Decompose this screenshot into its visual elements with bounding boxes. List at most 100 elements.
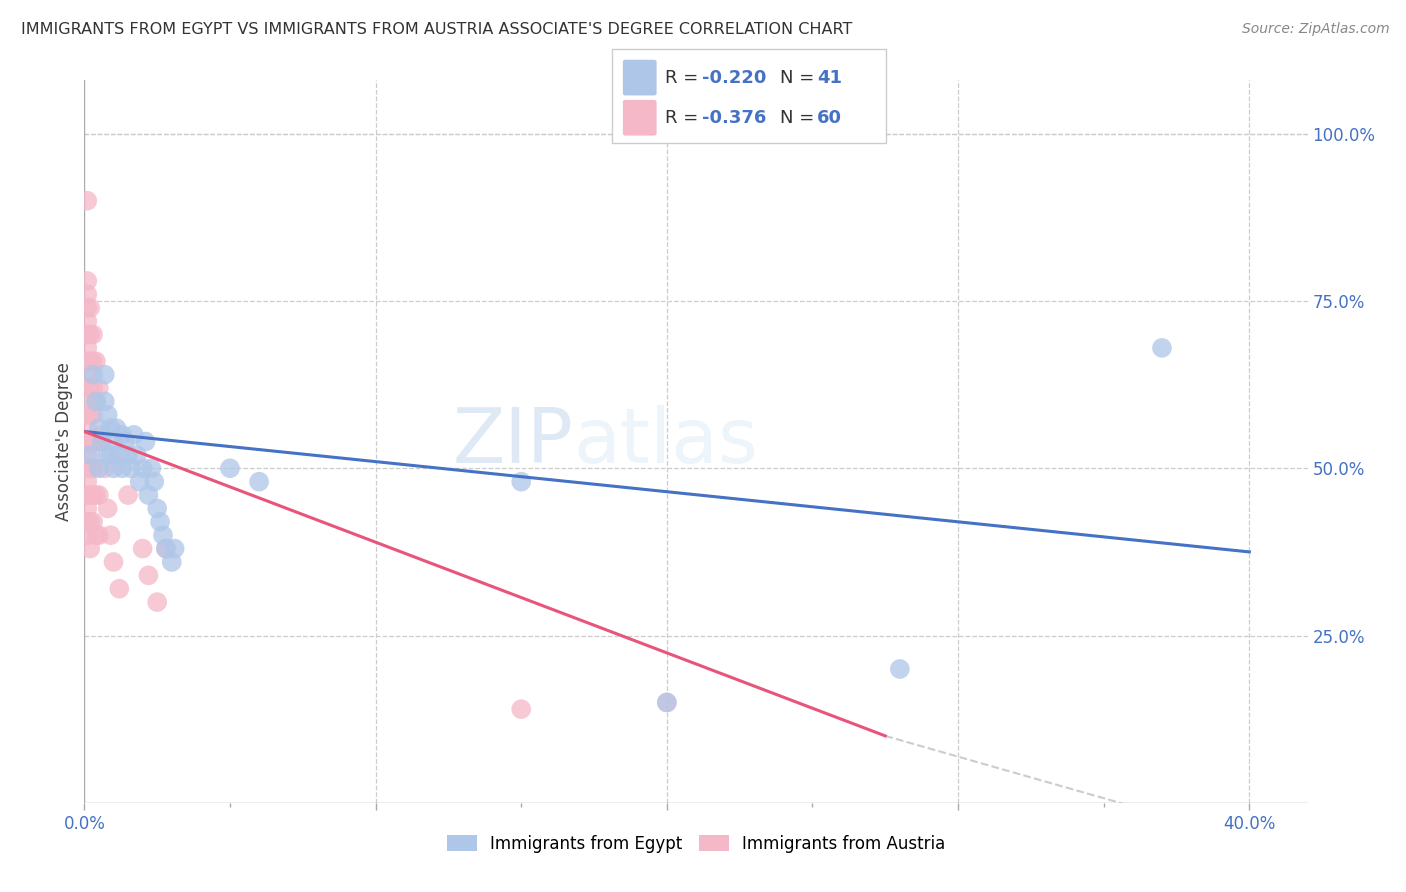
Point [82, 408, 104, 422]
Point [79, 448, 101, 462]
Point [76, 434, 98, 449]
Point [76, 368, 98, 382]
Point [128, 475, 150, 489]
Point [79, 434, 101, 449]
Point [108, 582, 131, 596]
Point [84, 354, 107, 368]
Point [135, 434, 157, 449]
Point [97, 501, 120, 516]
Point [87, 421, 110, 435]
Point [82, 515, 104, 529]
Point [138, 568, 160, 582]
Point [149, 515, 172, 529]
Point [84, 394, 107, 409]
Point [84, 528, 107, 542]
Point [155, 541, 177, 556]
Text: IMMIGRANTS FROM EGYPT VS IMMIGRANTS FROM AUSTRIA ASSOCIATE'S DEGREE CORRELATION : IMMIGRANTS FROM EGYPT VS IMMIGRANTS FROM… [21, 22, 852, 37]
Point [79, 327, 101, 342]
Point [1150, 341, 1173, 355]
Point [122, 427, 145, 442]
Point [247, 475, 270, 489]
Point [79, 408, 101, 422]
Point [103, 434, 125, 449]
Point [141, 461, 163, 475]
Point [655, 696, 678, 710]
Text: Source: ZipAtlas.com: Source: ZipAtlas.com [1241, 22, 1389, 37]
Point [82, 354, 104, 368]
Point [100, 528, 122, 542]
Point [76, 475, 98, 489]
Point [76, 528, 98, 542]
Point [114, 434, 136, 449]
Point [79, 461, 101, 475]
Point [93, 461, 115, 475]
Point [76, 314, 98, 328]
Point [82, 488, 104, 502]
Text: -0.376: -0.376 [702, 109, 766, 127]
Point [219, 461, 242, 475]
Point [79, 541, 101, 556]
Point [82, 381, 104, 395]
Point [76, 341, 98, 355]
Text: -0.220: -0.220 [702, 69, 766, 87]
Point [160, 555, 183, 569]
Point [90, 434, 112, 449]
Text: ZIP: ZIP [453, 405, 574, 478]
Point [76, 274, 98, 288]
Point [152, 528, 174, 542]
Point [76, 515, 98, 529]
Point [655, 696, 678, 710]
Point [76, 327, 98, 342]
Point [87, 381, 110, 395]
Point [84, 434, 107, 449]
Text: 60: 60 [817, 109, 842, 127]
Point [120, 461, 142, 475]
Point [87, 461, 110, 475]
Text: 41: 41 [817, 69, 842, 87]
Point [510, 702, 533, 716]
Point [76, 354, 98, 368]
Text: N =: N = [780, 109, 820, 127]
Point [105, 421, 128, 435]
Point [111, 427, 134, 442]
Point [87, 488, 110, 502]
Point [146, 595, 169, 609]
Point [76, 394, 98, 409]
Point [163, 541, 186, 556]
Point [889, 662, 911, 676]
Legend: Immigrants from Egypt, Immigrants from Austria: Immigrants from Egypt, Immigrants from A… [440, 828, 952, 860]
Point [87, 528, 110, 542]
Point [79, 301, 101, 315]
Point [79, 381, 101, 395]
Point [76, 381, 98, 395]
Point [76, 488, 98, 502]
Point [143, 475, 166, 489]
Point [84, 394, 107, 409]
Point [76, 448, 98, 462]
Text: R =: R = [665, 69, 704, 87]
Point [100, 421, 122, 435]
Point [108, 448, 131, 462]
Point [76, 194, 98, 208]
Point [103, 461, 125, 475]
Point [146, 501, 169, 516]
Text: R =: R = [665, 109, 704, 127]
Point [82, 461, 104, 475]
Point [87, 434, 110, 449]
Y-axis label: Associate's Degree: Associate's Degree [55, 362, 73, 521]
Point [131, 541, 153, 556]
Text: N =: N = [780, 69, 820, 87]
Point [103, 555, 125, 569]
Point [76, 301, 98, 315]
Point [76, 501, 98, 516]
Point [510, 475, 533, 489]
Point [97, 448, 120, 462]
Point [79, 354, 101, 368]
Point [79, 515, 101, 529]
Point [125, 448, 148, 462]
Point [117, 448, 139, 462]
Point [117, 488, 139, 502]
Point [82, 434, 104, 449]
Point [82, 368, 104, 382]
Point [100, 448, 122, 462]
